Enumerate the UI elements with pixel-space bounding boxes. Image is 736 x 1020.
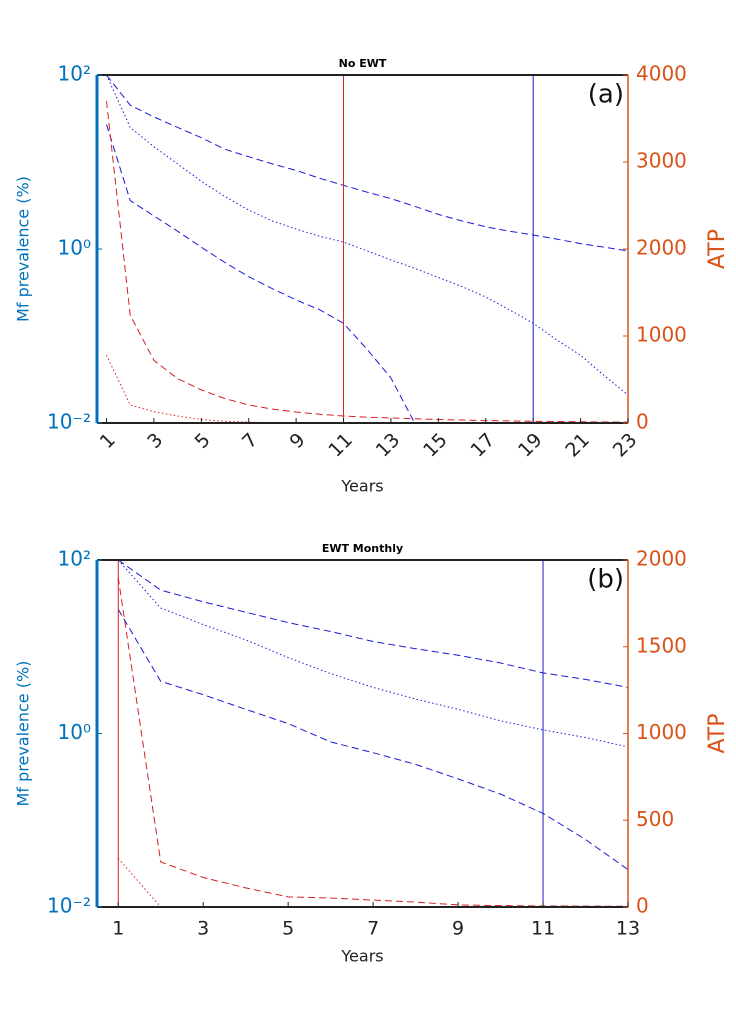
x-tick-label: 1 [112,918,124,940]
series-line [106,74,629,396]
y2-tick-label: 500 [636,807,674,831]
x-axis-label: Years [340,947,383,966]
series-line [106,101,629,423]
x-tick-label: 19 [514,429,547,462]
series-line [117,609,629,871]
x-tick-label: 5 [191,429,215,453]
y2-tick-label: 3000 [636,149,687,173]
x-tick-label: 3 [143,429,167,453]
x-tick-label: 23 [609,429,642,462]
y2-axis-label: ATP [705,713,730,753]
x-tick-label: 9 [285,429,309,453]
y2-tick-label: 1500 [636,633,687,657]
y-tick-label: 10⁻² [47,894,91,918]
y-tick-label: 10⁻² [47,410,91,434]
x-tick-label: 15 [419,429,452,462]
x-axis-label: Years [340,477,383,496]
y2-tick-label: 1000 [636,720,687,744]
x-tick-label: 7 [238,429,262,453]
x-tick-label: 13 [616,918,640,940]
y-tick-label: 10⁰ [58,720,91,744]
series-line [117,858,628,908]
x-tick-label: 5 [282,918,294,940]
y-axis-label: Mf prevalence (%) [14,176,33,322]
y2-tick-label: 0 [636,894,649,918]
x-tick-label: 21 [561,429,594,462]
y-tick-label: 10² [58,62,91,86]
y2-tick-label: 2000 [636,547,687,571]
x-tick-label: 11 [531,918,555,940]
series-line [106,74,629,252]
y-axis-label: Mf prevalence (%) [14,661,33,807]
series-line [117,577,629,907]
series-line [106,354,628,424]
y2-tick-label: 0 [636,410,649,434]
x-tick-label: 9 [452,918,464,940]
chart-title: EWT Monthly [322,542,403,555]
x-tick-label: 13 [372,429,405,462]
y2-tick-label: 4000 [636,62,687,86]
chart-title: No EWT [339,57,387,70]
x-tick-label: 11 [324,429,357,462]
y2-tick-label: 2000 [636,236,687,260]
series-line [117,559,629,748]
x-tick-label: 3 [197,918,209,940]
y-tick-label: 10² [58,547,91,571]
y2-tick-label: 1000 [636,323,687,347]
y2-axis-label: ATP [705,229,730,269]
panel-label: (b) [587,565,624,595]
y-tick-label: 10⁰ [58,236,91,260]
x-tick-label: 17 [467,429,500,462]
x-tick-label: 7 [367,918,379,940]
x-tick-label: 1 [96,429,120,453]
series-line [117,559,629,688]
panel-label: (a) [588,80,624,110]
series-line [106,124,628,424]
